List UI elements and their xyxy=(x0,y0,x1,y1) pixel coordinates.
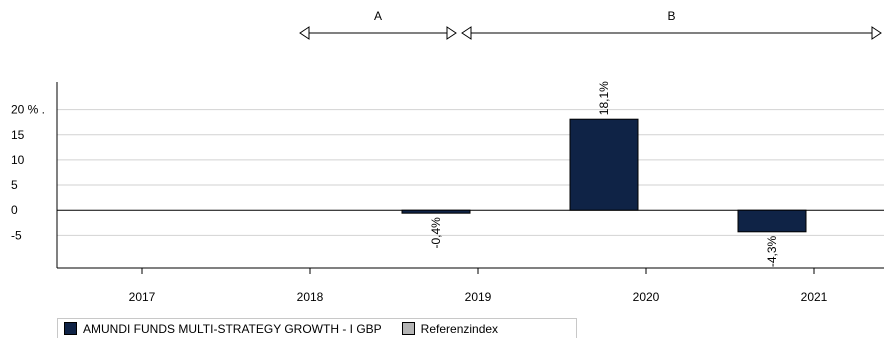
bar xyxy=(737,209,807,233)
period-arrowhead-left xyxy=(299,26,310,40)
data-label: -0,4% xyxy=(429,217,443,249)
y-tick-label: 5 xyxy=(11,178,18,192)
period-label: B xyxy=(667,9,675,23)
legend-item-benchmark: Referenzindex xyxy=(401,321,499,336)
period-arrowhead-right xyxy=(446,26,457,40)
period-label: A xyxy=(374,9,382,23)
legend-label-fund: AMUNDI FUNDS MULTI-STRATEGY GROWTH - I G… xyxy=(83,321,382,336)
legend-label-benchmark: Referenzindex xyxy=(420,321,499,336)
bar xyxy=(569,118,639,211)
period-arrowhead-right xyxy=(871,26,882,40)
data-label: -4,3% xyxy=(765,235,779,267)
y-tick-label: 20 % . xyxy=(11,103,45,117)
y-tick-label: 15 xyxy=(11,128,25,142)
y-tick-label: 0 xyxy=(11,203,18,217)
legend: AMUNDI FUNDS MULTI-STRATEGY GROWTH - I G… xyxy=(57,318,577,338)
legend-item-fund: AMUNDI FUNDS MULTI-STRATEGY GROWTH - I G… xyxy=(64,322,382,336)
data-label: 18,1% xyxy=(597,81,611,115)
y-tick-label: 10 xyxy=(11,153,25,167)
x-tick-label: 2018 xyxy=(297,290,324,304)
x-tick-label: 2019 xyxy=(465,290,492,304)
legend-swatch-benchmark xyxy=(401,322,415,335)
y-tick-label: -5 xyxy=(11,228,22,242)
x-tick-label: 2017 xyxy=(129,290,156,304)
legend-swatch-fund xyxy=(64,322,77,335)
x-tick-label: 2021 xyxy=(801,290,828,304)
period-arrowhead-left xyxy=(461,26,472,40)
x-tick-label: 2020 xyxy=(633,290,660,304)
bar xyxy=(401,209,471,214)
